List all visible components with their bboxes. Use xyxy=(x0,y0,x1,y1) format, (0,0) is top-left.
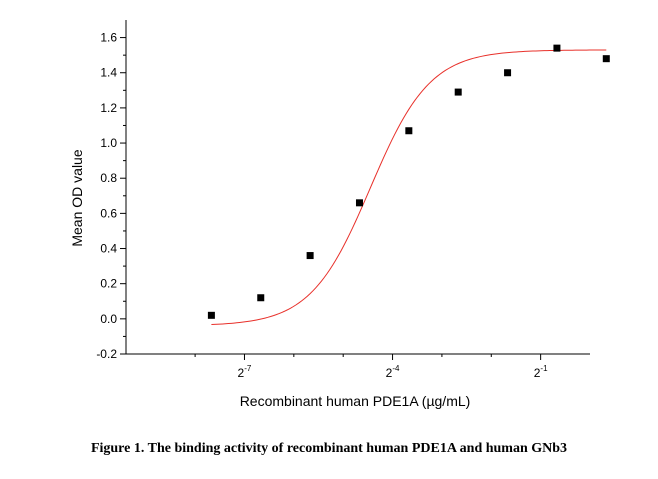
data-point xyxy=(602,55,610,63)
data-point xyxy=(355,199,363,207)
data-point xyxy=(257,294,265,302)
x-axis-title: Recombinant human PDE1A (µg/mL) xyxy=(240,393,471,409)
points-layer xyxy=(207,44,610,319)
y-tick-label: 1.6 xyxy=(100,31,117,45)
y-tick-label: 1.2 xyxy=(100,101,117,115)
data-point xyxy=(553,44,561,52)
y-tick-label: -0.2 xyxy=(96,347,117,361)
figure-caption: Figure 1. The binding activity of recomb… xyxy=(90,441,568,456)
data-point xyxy=(454,88,462,96)
fit-curve xyxy=(211,49,607,326)
y-tick-label: 0.8 xyxy=(100,171,117,185)
y-tick-label: 1.4 xyxy=(100,66,117,80)
fit-layer xyxy=(211,49,607,326)
y-tick-label: 0.0 xyxy=(100,312,117,326)
data-point xyxy=(306,252,314,260)
x-tick-label: 2-1 xyxy=(534,364,548,380)
y-tick-label: 0.4 xyxy=(100,242,117,256)
y-tick-label: 0.6 xyxy=(100,206,117,220)
axes: -0.2 0.0 0.2 0.4 0.6 0.8 1.0 1.2 1.4 1.6 2-7 2-4 2-1 xyxy=(96,20,590,380)
x-tick-label: 2-4 xyxy=(386,364,400,380)
binding-activity-chart: -0.2 0.0 0.2 0.4 0.6 0.8 1.0 1.2 1.4 1.6 2-7 2-4 2-1… xyxy=(69,20,610,409)
data-point xyxy=(207,311,215,319)
y-axis-title: Mean OD value xyxy=(69,149,85,246)
x-tick-label: 2-7 xyxy=(238,364,252,380)
data-point xyxy=(405,127,413,135)
y-tick-label: 0.2 xyxy=(100,277,117,291)
y-tick-label: 1.0 xyxy=(100,136,117,150)
data-point xyxy=(504,69,512,77)
